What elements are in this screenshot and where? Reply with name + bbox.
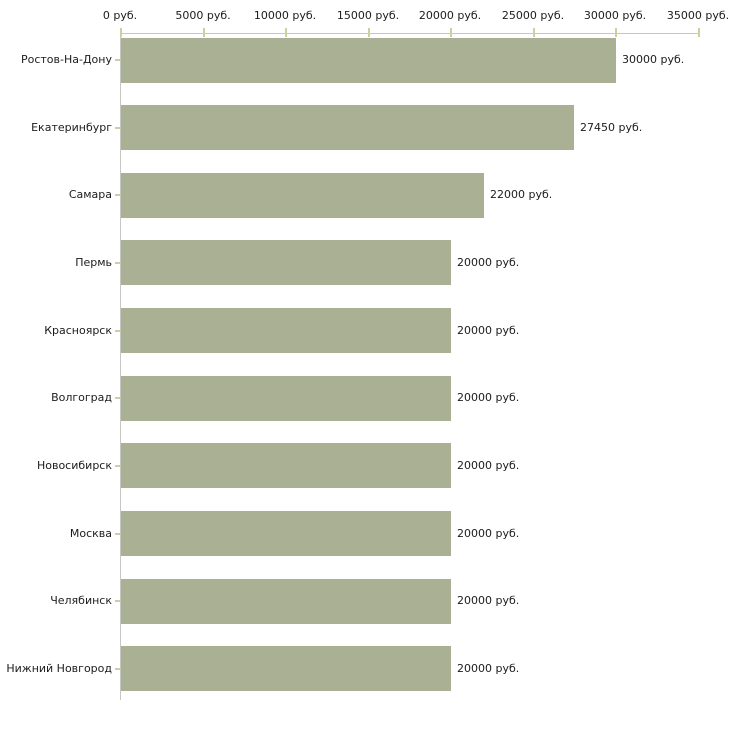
value-label: 20000 руб. <box>457 662 520 675</box>
bar <box>121 38 616 83</box>
y-axis-tick <box>115 668 120 670</box>
value-label: 20000 руб. <box>457 256 520 269</box>
x-axis-tick-label: 10000 руб. <box>253 9 317 22</box>
x-axis-tick-label: 15000 руб. <box>336 9 400 22</box>
bar <box>121 646 451 691</box>
category-label: Москва <box>69 527 112 540</box>
value-label: 20000 руб. <box>457 527 520 540</box>
x-axis-tick-label: 25000 руб. <box>501 9 565 22</box>
bar <box>121 105 574 150</box>
y-axis-tick <box>115 330 120 332</box>
bar <box>121 308 451 353</box>
x-axis-tick-label: 0 руб. <box>102 9 138 22</box>
value-label: 22000 руб. <box>490 188 553 201</box>
y-axis-tick <box>115 465 120 467</box>
value-label: 27450 руб. <box>580 121 643 134</box>
y-axis-tick <box>115 600 120 602</box>
x-axis-tick <box>698 28 700 37</box>
x-axis-tick-label: 35000 руб. <box>666 9 730 22</box>
bar <box>121 511 451 556</box>
y-axis-tick <box>115 533 120 535</box>
value-label: 20000 руб. <box>457 324 520 337</box>
x-axis-tick-label: 30000 руб. <box>583 9 647 22</box>
bar <box>121 443 451 488</box>
category-label: Ростов-На-Дону <box>20 53 112 66</box>
x-axis-tick <box>368 28 370 37</box>
x-axis-tick <box>203 28 205 37</box>
y-axis-tick <box>115 127 120 129</box>
bar <box>121 376 451 421</box>
value-label: 30000 руб. <box>622 53 685 66</box>
x-axis-tick <box>120 28 122 37</box>
y-axis-tick <box>115 397 120 399</box>
category-label: Екатеринбург <box>31 121 112 134</box>
value-label: 20000 руб. <box>457 594 520 607</box>
x-axis-line <box>120 33 698 34</box>
category-label: Нижний Новгород <box>6 662 112 675</box>
bar <box>121 173 484 218</box>
value-label: 20000 руб. <box>457 459 520 472</box>
value-label: 20000 руб. <box>457 391 520 404</box>
category-label: Волгоград <box>51 391 112 404</box>
category-label: Новосибирск <box>36 459 112 472</box>
y-axis-tick <box>115 194 120 196</box>
x-axis-tick <box>615 28 617 37</box>
category-label: Пермь <box>75 256 112 269</box>
x-axis-tick <box>450 28 452 37</box>
category-label: Самара <box>68 188 112 201</box>
x-axis-tick <box>533 28 535 37</box>
y-axis-line <box>120 33 121 700</box>
category-label: Красноярск <box>44 324 112 337</box>
x-axis-tick <box>285 28 287 37</box>
y-axis-tick <box>115 59 120 61</box>
y-axis-tick <box>115 262 120 264</box>
bar <box>121 240 451 285</box>
x-axis-tick-label: 5000 руб. <box>175 9 231 22</box>
x-axis-tick-label: 20000 руб. <box>418 9 482 22</box>
bar <box>121 579 451 624</box>
category-label: Челябинск <box>50 594 112 607</box>
